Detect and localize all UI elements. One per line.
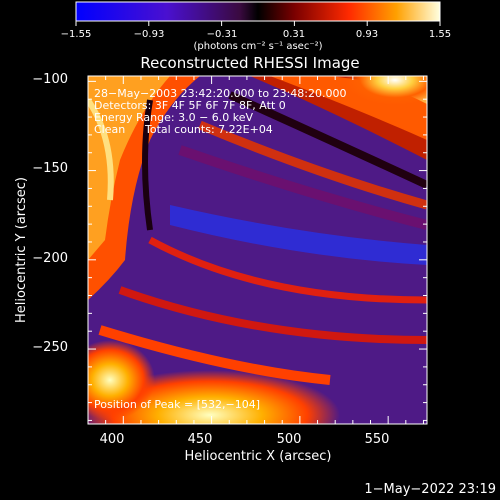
y-tick-label: −150 [32, 161, 68, 176]
x-axis-label: Heliocentric X (arcsec) [185, 449, 332, 464]
annotation-peak-position: Position of Peak = [532,−104] [94, 398, 260, 411]
y-tick-label: −200 [32, 251, 68, 266]
colorbar-tick-label: 1.55 [429, 29, 451, 40]
y-tick-label: −100 [32, 72, 68, 87]
y-tick-label: −250 [32, 340, 68, 355]
footer-timestamp: 1−May−2022 23:19 [364, 482, 496, 497]
colorbar-tick-label: −0.93 [134, 29, 165, 40]
annotation-time-range: 28−May−2003 23:42:20.000 to 23:48:20.000 [94, 87, 347, 100]
colorbar-tick-label: −0.31 [207, 29, 238, 40]
colorbar-unit: (photons cm⁻² s⁻¹ asec⁻²) [193, 41, 322, 52]
x-tick-label: 500 [277, 432, 302, 447]
heatmap-image [88, 76, 427, 424]
annotation-clean: Clean [94, 123, 125, 136]
plot-frame [87, 75, 428, 425]
colorbar [75, 1, 441, 22]
chart-title: Reconstructed RHESSI Image [140, 54, 359, 72]
annotation-energy-range: Energy Range: 3.0 − 6.0 keV [94, 111, 254, 124]
colorbar-tick-label: 0.93 [356, 29, 378, 40]
colorbar-tick-label: 0.31 [283, 29, 305, 40]
x-tick-label: 400 [100, 432, 125, 447]
x-tick-label: 450 [188, 432, 213, 447]
colorbar-tick-label: −1.55 [61, 29, 92, 40]
x-tick-label: 550 [365, 432, 390, 447]
y-axis-label: Heliocentric Y (arcsec) [14, 177, 29, 323]
annotation-total-counts: Total counts: 7.22E+04 [144, 123, 273, 136]
annotation-detectors: Detectors: 3F 4F 5F 6F 7F 8F, Att 0 [94, 99, 286, 112]
